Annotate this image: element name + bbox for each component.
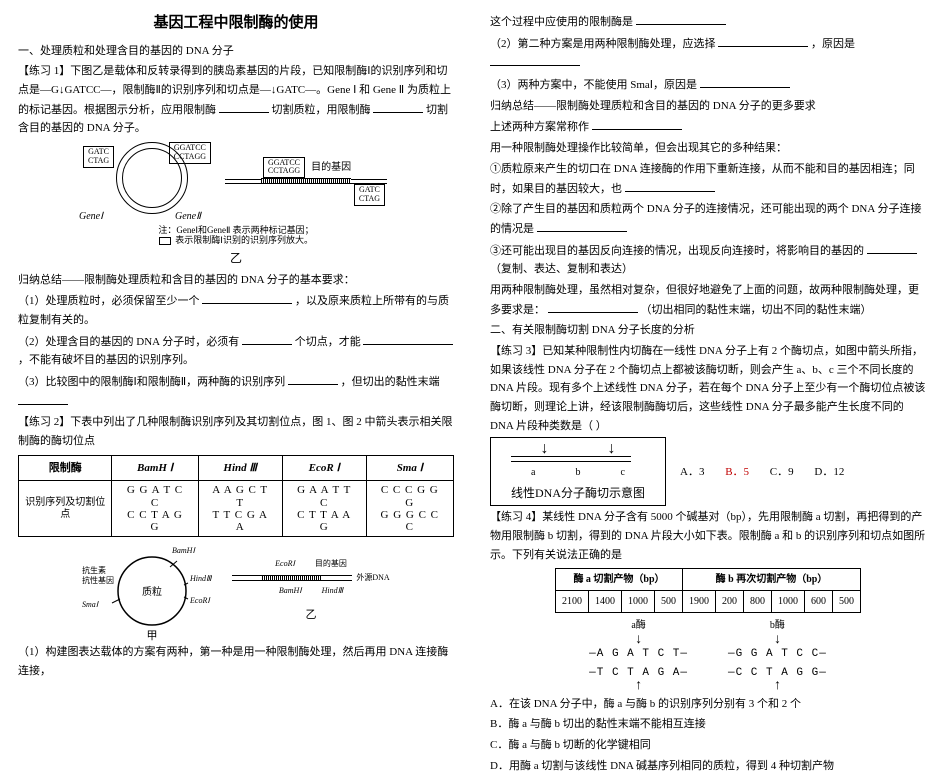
summary-1-1: （1）处理质粒时，必须保留至少一个 ，以及原来质粒上所带有的与质粒复制有关的。 bbox=[18, 291, 454, 329]
section-2-heading: 二、有关限制酶切割 DNA 分子长度的分析 bbox=[490, 321, 926, 340]
option-b: B．酶 a 与酶 b 切出的黏性末端不能相互连接 bbox=[490, 715, 926, 734]
seq-box: GGATCC CCTAGG bbox=[169, 142, 211, 164]
svg-text:甲: 甲 bbox=[147, 630, 158, 641]
enzyme-table: 限制酶 BamH Ⅰ Hind Ⅲ EcoR Ⅰ Sma Ⅰ 识别序列及切割位点… bbox=[18, 455, 454, 537]
option-a: A．在该 DNA 分子中，酶 a 与酶 b 的识别序列分别有 3 个和 2 个 bbox=[490, 695, 926, 714]
table-row: 识别序列及切割位点 G G A T C CC C T A G G A A G C… bbox=[19, 481, 454, 536]
right-column: 这个过程中应使用的限制酶是 （2）第二种方案是用两种限制酶处理，应选择 ，原因是… bbox=[472, 0, 944, 668]
blank bbox=[18, 392, 68, 405]
linear-dna-schematic-box: ↓↓ a b c 线性DNA分子酶切示意图 bbox=[490, 437, 666, 506]
gene2-label: GeneⅡ bbox=[175, 208, 201, 225]
plasmid-svg: 质粒 BamHⅠ HindⅢ EcoRⅠ SmaⅠ 抗生素 抗性基因 甲 bbox=[82, 541, 212, 641]
blank bbox=[490, 53, 580, 66]
blank bbox=[625, 179, 715, 192]
table-row: 限制酶 BamH Ⅰ Hind Ⅲ EcoR Ⅰ Sma Ⅰ bbox=[19, 455, 454, 481]
blank bbox=[592, 117, 682, 130]
table-row: 2100 1400 1000 500 1900 200 800 1000 600… bbox=[556, 591, 861, 613]
blank bbox=[867, 241, 917, 254]
table-row: 酶 a 切割产物（bp） 酶 b 再次切割产物（bp） bbox=[556, 569, 861, 591]
figure-2: 质粒 BamHⅠ HindⅢ EcoRⅠ SmaⅠ 抗生素 抗性基因 甲 Eco… bbox=[18, 541, 454, 641]
enzyme-sequences: a酶 ↓ —A G A T C T— —T C T A G A— ↑ b酶 ↓ … bbox=[490, 617, 926, 690]
svg-text:BamHⅠ: BamHⅠ bbox=[172, 546, 196, 555]
gene1-label: GeneⅠ bbox=[79, 208, 103, 225]
blank bbox=[219, 100, 269, 113]
blank bbox=[363, 332, 453, 345]
section-1-heading: 一、处理质粒和处理含目的基因的 DNA 分子 bbox=[18, 42, 454, 61]
bp-table: 酶 a 切割产物（bp） 酶 b 再次切割产物（bp） 2100 1400 10… bbox=[555, 568, 861, 613]
answer-options-4: A．在该 DNA 分子中，酶 a 与酶 b 的识别序列分别有 3 个和 2 个 … bbox=[490, 695, 926, 775]
answer-choices-3: A．3 B．5 C．9 D．12 bbox=[680, 463, 862, 482]
option-d: D．用酶 a 切割与该线性 DNA 碱基序列相同的质粒，得到 4 种切割产物 bbox=[490, 757, 926, 775]
target-gene-label: 目的基因 bbox=[311, 159, 351, 176]
blank bbox=[537, 219, 627, 232]
svg-text:抗性基因: 抗性基因 bbox=[82, 575, 114, 585]
blank bbox=[202, 291, 292, 304]
ex2-q1: （1）构建图表达载体的方案有两种，第一种是用一种限制酶处理，然后再用 DNA 连… bbox=[18, 643, 454, 680]
svg-text:EcoRⅠ: EcoRⅠ bbox=[189, 596, 211, 605]
seq-box: GATC CTAG bbox=[354, 184, 385, 206]
summary-2: 归纳总结——限制酶处理质粒和含目的基因的 DNA 分子的更多要求 bbox=[490, 97, 926, 116]
blank bbox=[700, 75, 790, 88]
figure-3-row: ↓↓ a b c 线性DNA分子酶切示意图 A．3 B．5 C．9 D．12 bbox=[490, 437, 926, 506]
exercise-3: 【练习 3】已知某种限制性内切酶在一线性 DNA 分子上有 2 个酶切点，如图中… bbox=[490, 342, 926, 435]
svg-text:抗生素: 抗生素 bbox=[82, 565, 106, 575]
enzyme-b-seq: b酶 ↓ —G G A T C C— —C C T A G G— ↑ bbox=[728, 617, 827, 690]
summary-1: 归纳总结——限制酶处理质粒和含目的基因的 DNA 分子的基本要求： bbox=[18, 271, 454, 290]
option-c: C．酶 a 与酶 b 切断的化学键相同 bbox=[490, 736, 926, 755]
line2: （2）第二种方案是用两种限制酶处理，应选择 ，原因是 bbox=[490, 34, 926, 73]
svg-text:质粒: 质粒 bbox=[142, 585, 162, 598]
summary-1-2: （2）处理含目的基因的 DNA 分子时，必须有 个切点，才能 ，不能有破坏目的基… bbox=[18, 332, 454, 370]
exercise-1: 【练习 1】下图乙是载体和反转录得到的胰岛素基因的片段，已知限制酶Ⅰ的识别序列和… bbox=[18, 62, 454, 138]
linear-dna-schematic: EcoRⅠ 目的基因 外源DNA BamHⅠ HindⅢ 乙 bbox=[232, 557, 389, 624]
seq-box: GGATCC CCTAGG bbox=[263, 157, 305, 179]
blank bbox=[242, 332, 292, 345]
line1: 这个过程中应使用的限制酶是 bbox=[490, 12, 926, 32]
blank bbox=[718, 34, 808, 47]
figure-1-note: 注：GeneⅠ和GeneⅡ 表示两种标记基因； 表示限制酶Ⅰ识别的识别序列放大。 bbox=[158, 225, 313, 247]
blank bbox=[288, 372, 338, 385]
svg-text:SmaⅠ: SmaⅠ bbox=[82, 600, 100, 609]
svg-text:HindⅢ: HindⅢ bbox=[189, 574, 212, 583]
enzyme-a-seq: a酶 ↓ —A G A T C T— —T C T A G A— ↑ bbox=[589, 617, 688, 690]
line3: （3）两种方案中，不能使用 SmaⅠ，原因是 bbox=[490, 75, 926, 95]
exercise-2: 【练习 2】下表中列出了几种限制酶识别序列及其切割位点，图 1、图 2 中箭头表… bbox=[18, 413, 454, 450]
page: 基因工程中限制酶的使用 一、处理质粒和处理含目的基因的 DNA 分子 【练习 1… bbox=[0, 0, 945, 668]
doc-title: 基因工程中限制酶的使用 bbox=[18, 10, 454, 36]
figure-1-caption: 乙 bbox=[230, 248, 242, 268]
seq-box: GATC CTAG bbox=[83, 146, 114, 168]
exercise-4: 【练习 4】某线性 DNA 分子含有 5000 个碱基对（bp），先用限制酶 a… bbox=[490, 508, 926, 564]
summary-1-3: （3）比较图中的限制酶Ⅰ和限制酶Ⅱ，两种酶的识别序列 ，但切出的黏性末端 bbox=[18, 372, 454, 411]
blank bbox=[636, 12, 726, 25]
figure-1: GATC CTAG GGATCC CCTAGG GeneⅠ GeneⅡ bbox=[18, 142, 454, 269]
ex1-text-b: 切割质粒，用限制酶 bbox=[272, 104, 371, 116]
blank bbox=[548, 300, 638, 313]
left-column: 基因工程中限制酶的使用 一、处理质粒和处理含目的基因的 DNA 分子 【练习 1… bbox=[0, 0, 472, 668]
correct-answer: B．5 bbox=[725, 466, 749, 478]
blank bbox=[373, 100, 423, 113]
